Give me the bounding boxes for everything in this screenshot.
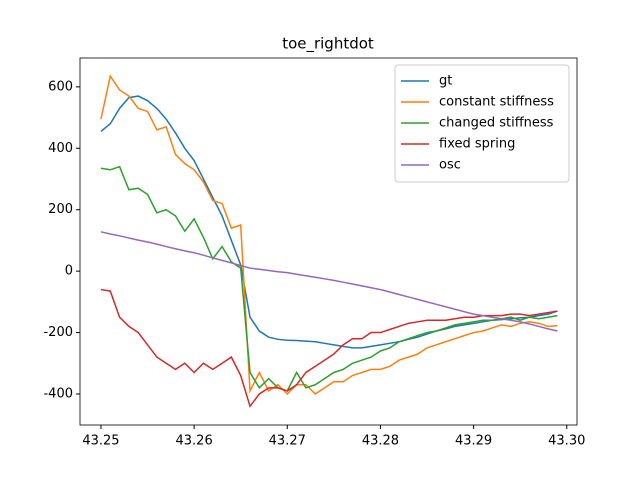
x-tick-label: 43.28 (362, 434, 399, 449)
series-line (100, 288, 558, 408)
series-line (100, 74, 558, 396)
series-line (100, 231, 558, 332)
series-line (100, 165, 558, 392)
y-tick-label: 0 (65, 264, 73, 279)
x-tick-label: 43.25 (82, 434, 119, 449)
y-tick-label: 200 (48, 202, 73, 217)
legend-label: changed stiffness (439, 116, 554, 131)
legend-label: osc (439, 158, 461, 173)
legend-label: constant stiffness (439, 95, 554, 110)
chart-title: toe_rightdot (282, 35, 374, 54)
x-tick-label: 43.29 (455, 434, 492, 449)
x-tick-label: 43.30 (548, 434, 585, 449)
x-tick-label: 43.26 (176, 434, 213, 449)
x-tick-label: 43.27 (269, 434, 306, 449)
series-line (100, 95, 558, 349)
y-tick-label: -200 (43, 325, 73, 340)
y-tick-label: 400 (48, 141, 73, 156)
y-tick-label: -400 (43, 386, 73, 401)
legend-label: gt (439, 74, 452, 89)
legend-box (394, 64, 570, 183)
legend-label: fixed spring (439, 137, 515, 152)
axes-frame (79, 57, 578, 426)
y-tick-label: 600 (48, 79, 73, 94)
